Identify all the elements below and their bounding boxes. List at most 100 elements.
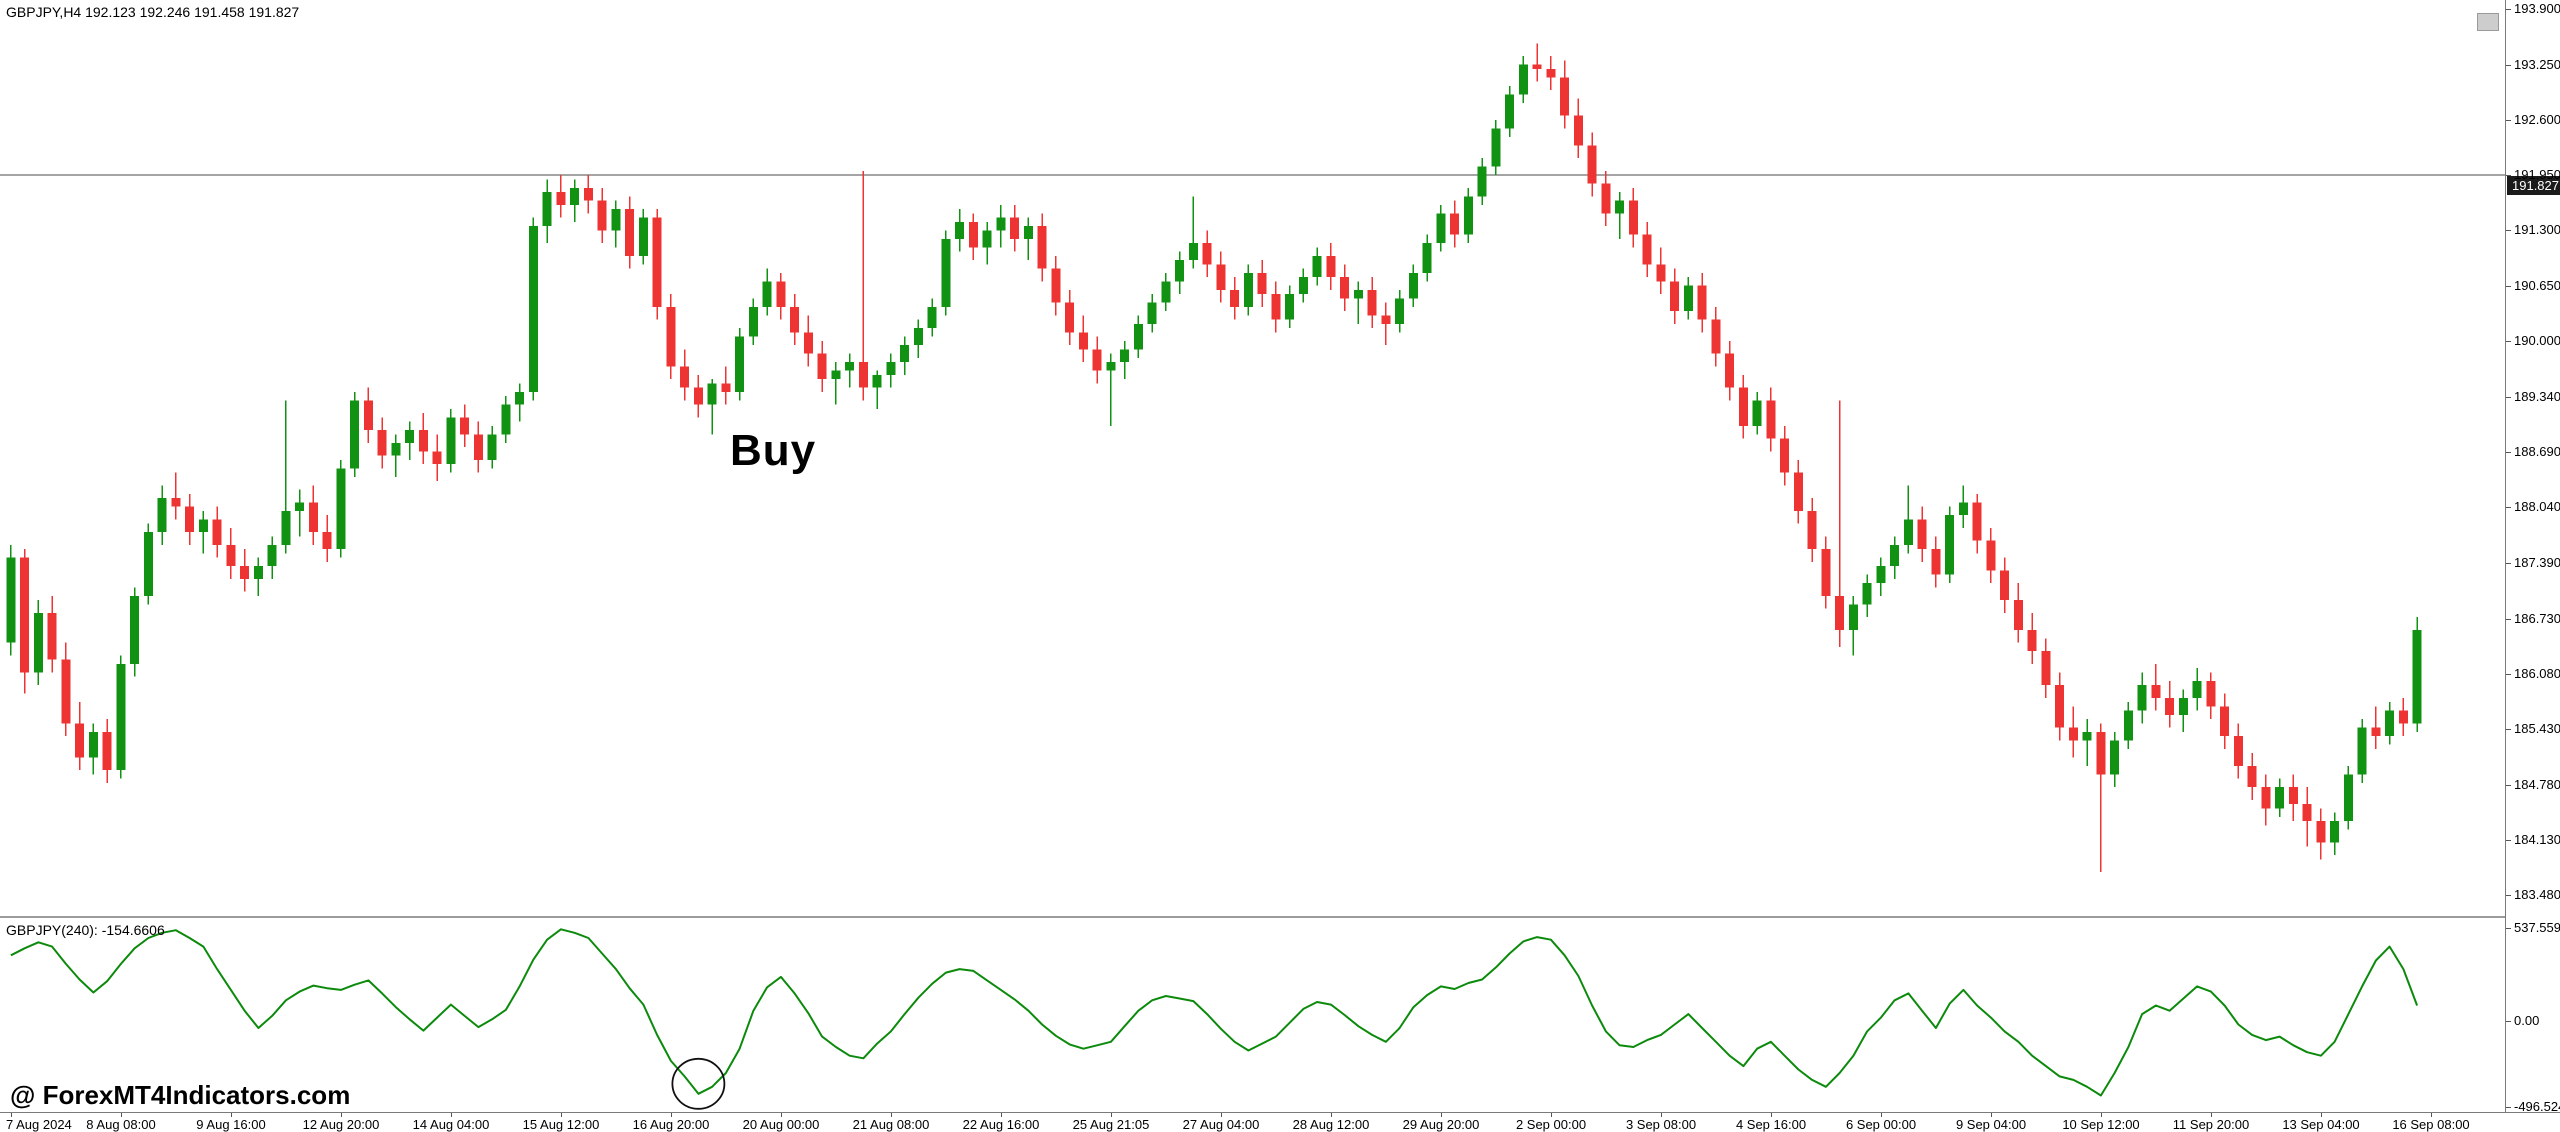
price-axis-label: 189.340 xyxy=(2514,388,2560,404)
candle-body xyxy=(2220,706,2230,737)
pane-separator[interactable] xyxy=(0,916,2560,918)
price-axis[interactable]: 191.827 193.900 193.250 192.600 191.950 191.… xyxy=(2505,0,2560,1132)
candle-body xyxy=(1601,183,1611,214)
candle-body xyxy=(185,506,195,533)
candle-body xyxy=(1450,213,1460,235)
candle-body xyxy=(1546,68,1556,78)
candle-body xyxy=(1010,217,1020,239)
candle-body xyxy=(240,566,250,579)
candle-body xyxy=(2165,697,2175,715)
candle-body xyxy=(1120,349,1130,363)
candle-body xyxy=(1285,294,1295,320)
chart-shift-marker[interactable] xyxy=(2477,13,2499,31)
candle-body xyxy=(405,430,415,443)
candle-body xyxy=(212,519,222,545)
time-axis-tick xyxy=(671,1113,672,1117)
price-axis-label: 187.390 xyxy=(2514,554,2560,570)
candle-body xyxy=(295,502,305,511)
candle-body xyxy=(1298,277,1308,295)
candle-body xyxy=(363,400,373,431)
candle-body xyxy=(1931,549,1941,575)
price-axis-label: 193.250 xyxy=(2514,56,2560,72)
candle-body xyxy=(1670,281,1680,312)
candle-body xyxy=(1903,519,1913,545)
candle-body xyxy=(253,566,263,579)
candle-body xyxy=(61,659,71,724)
candle-body xyxy=(2096,731,2106,775)
time-axis-label: 21 Aug 08:00 xyxy=(852,1117,930,1132)
time-axis-tick xyxy=(1331,1113,1332,1117)
candle-body xyxy=(1945,515,1955,575)
candle-body xyxy=(2371,727,2381,737)
candle-body xyxy=(1862,583,1872,605)
candle-body xyxy=(460,417,470,435)
candle-body xyxy=(1312,255,1322,278)
candle-body xyxy=(2233,736,2243,766)
candle-body xyxy=(1340,277,1350,299)
time-axis-tick xyxy=(1881,1113,1882,1117)
price-axis-label: 183.480 xyxy=(2514,887,2560,903)
time-axis-tick xyxy=(2101,1113,2102,1117)
price-axis-tick xyxy=(2506,65,2511,66)
candle-body xyxy=(2275,787,2285,809)
candle-body xyxy=(350,400,360,469)
price-axis-tick xyxy=(2506,563,2511,564)
candle-body xyxy=(2137,685,2147,711)
candle-body xyxy=(1518,64,1528,95)
candle-body xyxy=(1065,302,1075,333)
time-axis-label: 8 Aug 08:00 xyxy=(86,1117,156,1132)
candle-body xyxy=(2316,821,2326,843)
time-axis-tick xyxy=(1551,1113,1552,1117)
candle-body xyxy=(1697,285,1707,320)
candle-body xyxy=(2385,710,2395,737)
time-axis-label: 11 Sep 20:00 xyxy=(2172,1117,2250,1132)
time-axis-label: 3 Sep 08:00 xyxy=(1625,1117,1697,1132)
candle-body xyxy=(707,383,717,405)
candle-body xyxy=(2261,787,2271,809)
candle-body xyxy=(735,336,745,392)
price-axis-tick xyxy=(2506,230,2511,231)
watermark: @ ForexMT4Indicators.com xyxy=(10,1080,351,1110)
candle-body xyxy=(308,502,318,532)
price-axis-tick xyxy=(2506,729,2511,730)
candle-body xyxy=(377,430,387,456)
candle-body xyxy=(1738,387,1748,426)
candle-body xyxy=(556,192,566,205)
candle-body xyxy=(33,612,43,673)
price-axis-tick xyxy=(2506,895,2511,896)
indicator-axis-tick xyxy=(2506,928,2511,929)
price-chart-canvas[interactable] xyxy=(0,0,2505,918)
candle-body xyxy=(1780,438,1790,473)
candle-body xyxy=(1381,315,1391,324)
time-axis-label: 10 Sep 12:00 xyxy=(2062,1117,2140,1132)
candle-body xyxy=(1367,289,1377,316)
candle-body xyxy=(198,519,208,533)
buy-signal-label: Buy xyxy=(730,426,817,475)
indicator-axis-label: -496.5247 xyxy=(2514,1099,2560,1114)
candle-body xyxy=(6,557,16,643)
circle-annotation xyxy=(671,1057,726,1110)
candle-body xyxy=(1628,200,1638,235)
candle-body xyxy=(1037,226,1047,269)
time-axis-tick xyxy=(1441,1113,1442,1117)
candle-body xyxy=(927,306,937,329)
candle-body xyxy=(1958,502,1968,516)
candle-body xyxy=(1271,294,1281,320)
candle-body xyxy=(1477,166,1487,197)
candle-body xyxy=(1876,566,1886,584)
candle-body xyxy=(570,187,580,205)
candle-body xyxy=(157,498,167,533)
candle-body xyxy=(171,498,181,507)
candle-body xyxy=(1133,323,1143,350)
price-axis-label: 192.600 xyxy=(2514,111,2560,127)
time-axis[interactable]: 7 Aug 2024 8 Aug 08:00 9 Aug 16:00 12 Aug 2… xyxy=(0,1112,2560,1132)
candle-body xyxy=(446,417,456,464)
candle-body xyxy=(418,430,428,452)
time-axis-label: 4 Sep 16:00 xyxy=(1735,1117,1807,1132)
price-axis-label: 193.900 xyxy=(2514,1,2560,17)
candle-body xyxy=(267,544,277,567)
indicator-canvas[interactable] xyxy=(0,918,2505,1112)
candle-body xyxy=(1257,272,1267,295)
candle-body xyxy=(1711,319,1721,354)
candle-body xyxy=(858,362,868,388)
